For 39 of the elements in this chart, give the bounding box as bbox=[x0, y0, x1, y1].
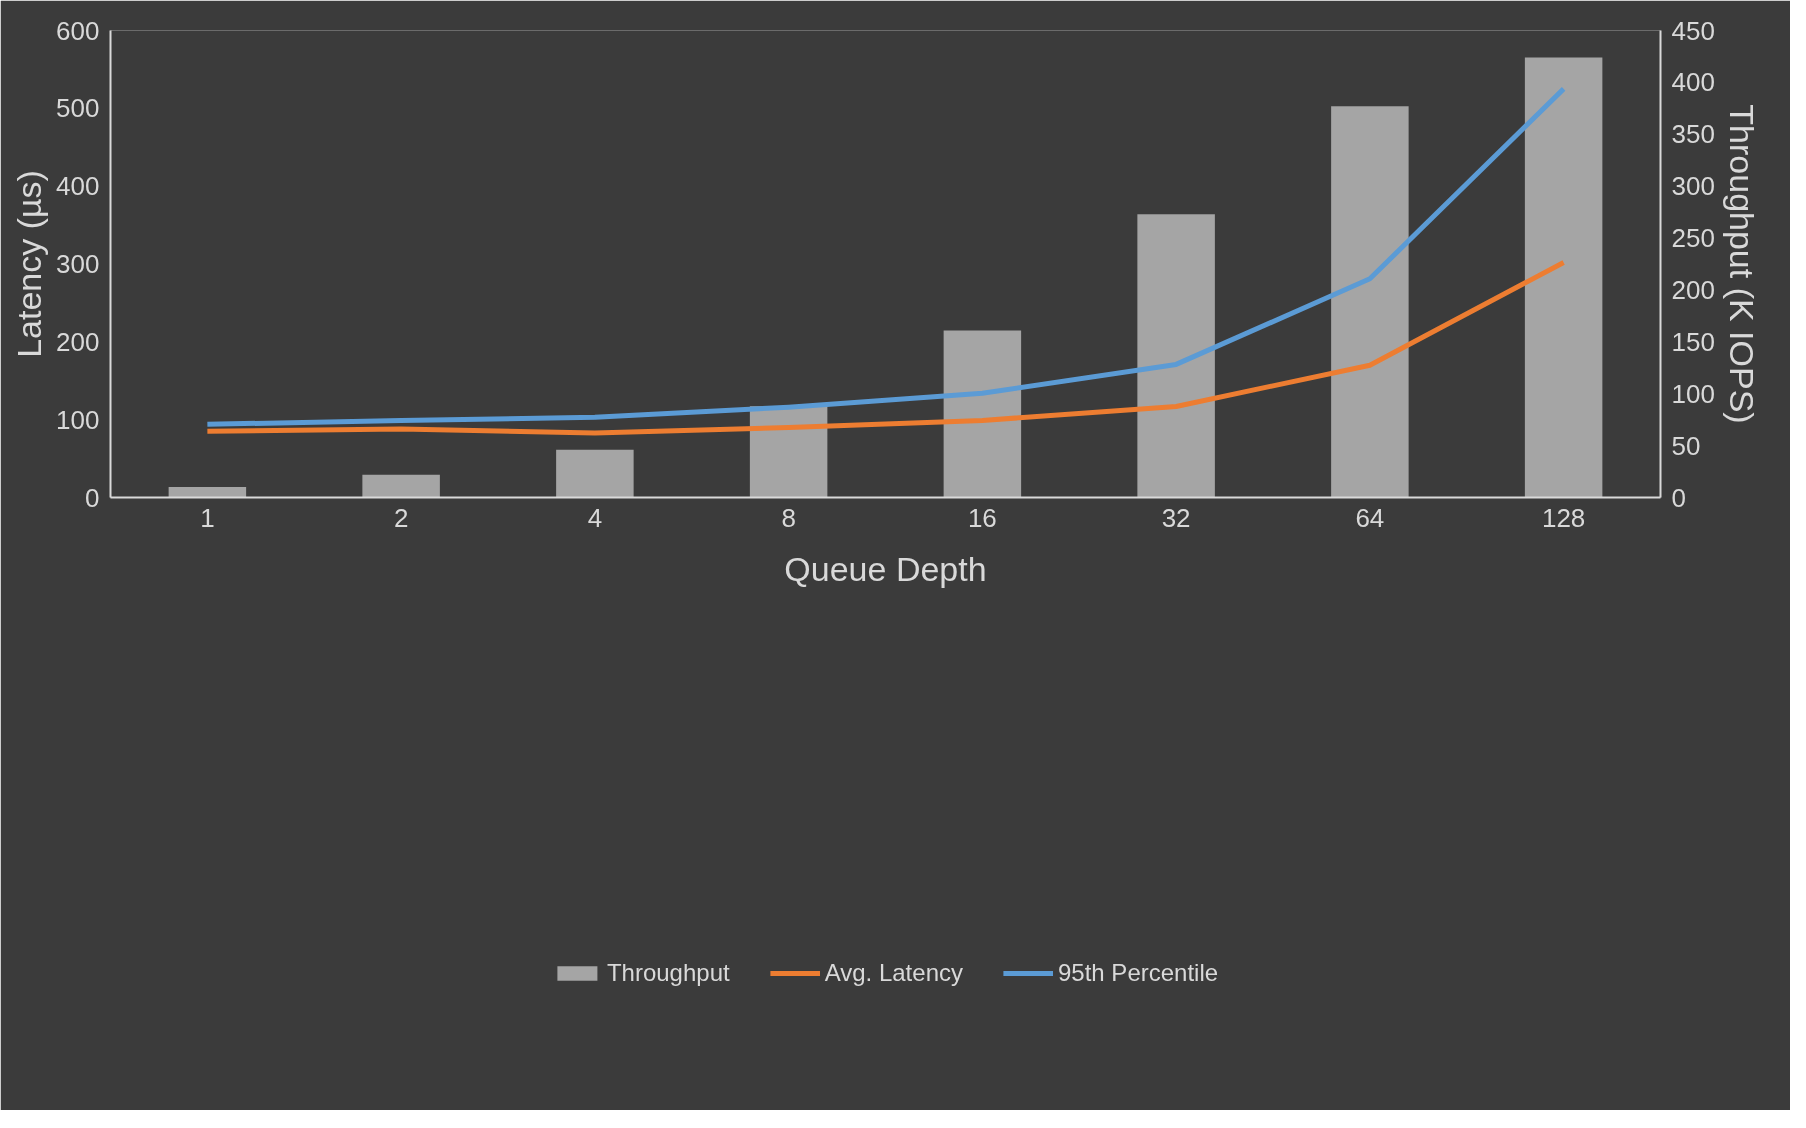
x-axis-title: Queue Depth bbox=[784, 549, 987, 588]
bar bbox=[943, 330, 1022, 498]
x-tick-label: 64 bbox=[1355, 502, 1385, 533]
y2-tick-label: 50 bbox=[1671, 430, 1701, 461]
x-tick-label: 16 bbox=[967, 502, 997, 533]
y2-tick-label: 100 bbox=[1671, 378, 1715, 409]
y2-axis-title: Throughput (K IOPS) bbox=[1722, 104, 1761, 424]
legend-label: 95th Percentile bbox=[1057, 959, 1219, 987]
bar bbox=[1524, 57, 1603, 498]
legend-label: Avg. Latency bbox=[824, 959, 963, 987]
y-tick-label: 500 bbox=[56, 93, 100, 124]
x-tick-label: 4 bbox=[587, 502, 603, 533]
y-axis-title: Latency (µs) bbox=[10, 170, 49, 358]
x-tick-label: 1 bbox=[200, 502, 215, 533]
x-tick-label: 128 bbox=[1541, 502, 1586, 533]
bar bbox=[1331, 106, 1409, 498]
y-tick-label: 400 bbox=[56, 171, 100, 202]
bar bbox=[362, 474, 440, 498]
y-tick-label: 600 bbox=[56, 15, 100, 46]
y-tick-label: 100 bbox=[56, 404, 100, 435]
x-tick-label: 32 bbox=[1161, 502, 1191, 533]
legend-label: Throughput bbox=[606, 959, 730, 987]
y-tick-label: 0 bbox=[85, 482, 100, 513]
bar bbox=[1137, 214, 1215, 498]
bar bbox=[168, 487, 247, 498]
y2-tick-label: 350 bbox=[1671, 119, 1715, 150]
y-tick-label: 300 bbox=[56, 249, 100, 279]
x-tick-label: 2 bbox=[393, 502, 409, 533]
bar bbox=[749, 406, 828, 498]
bar bbox=[556, 449, 634, 498]
y2-tick-label: 300 bbox=[1671, 171, 1715, 202]
y2-tick-label: 400 bbox=[1671, 67, 1715, 98]
y2-tick-label: 200 bbox=[1671, 274, 1715, 305]
y2-tick-label: 150 bbox=[1671, 326, 1715, 357]
y2-tick-label: 250 bbox=[1671, 223, 1715, 254]
x-tick-label: 8 bbox=[781, 502, 796, 533]
y2-tick-label: 0 bbox=[1671, 482, 1686, 513]
y2-tick-label: 450 bbox=[1671, 15, 1715, 46]
y-tick-label: 200 bbox=[56, 326, 100, 357]
